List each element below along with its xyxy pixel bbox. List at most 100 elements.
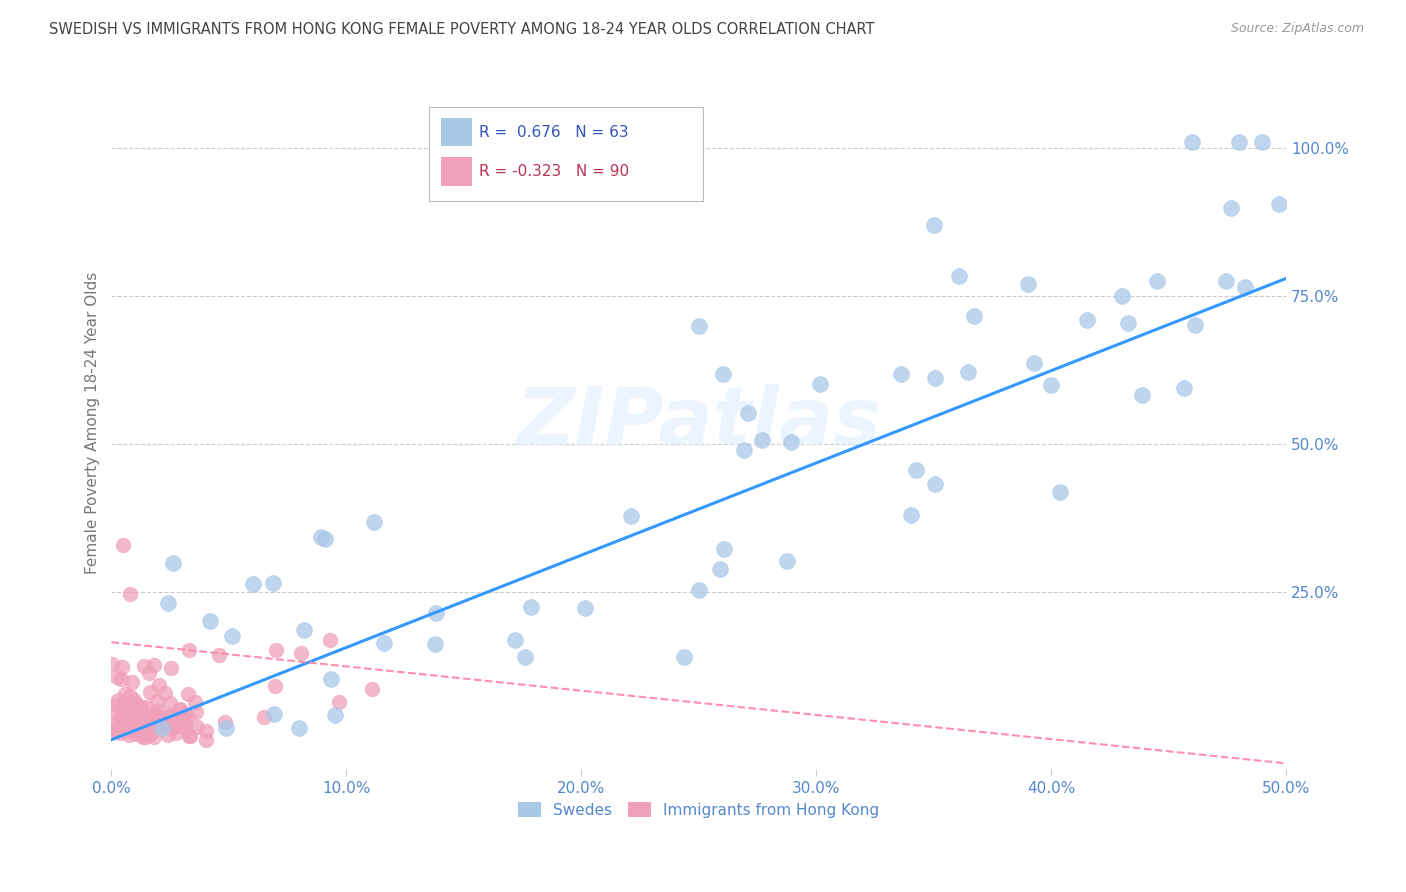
Point: [122, 693, 145, 707]
Point: [373, 636, 395, 650]
Point: [905, 463, 928, 477]
Text: R = -0.323   N = 90: R = -0.323 N = 90: [479, 164, 630, 178]
Point: [1181, 136, 1204, 150]
Point: [165, 718, 187, 732]
Point: [1146, 275, 1168, 289]
Point: [709, 562, 731, 576]
Y-axis label: Female Poverty Among 18-24 Year Olds: Female Poverty Among 18-24 Year Olds: [86, 272, 100, 574]
Point: [111, 701, 134, 715]
Point: [288, 721, 311, 735]
Point: [100, 657, 122, 672]
Point: [751, 434, 773, 448]
Point: [264, 643, 287, 657]
Point: [780, 434, 803, 449]
Text: R =  0.676   N = 63: R = 0.676 N = 63: [479, 125, 628, 139]
Point: [963, 309, 986, 323]
Text: ZIPatlas: ZIPatlas: [516, 384, 882, 462]
Point: [107, 723, 129, 737]
Point: [132, 730, 155, 744]
Point: [1251, 136, 1274, 150]
Point: [125, 708, 148, 723]
Point: [503, 632, 526, 647]
Point: [127, 711, 149, 725]
Point: [139, 685, 162, 699]
Point: [177, 687, 200, 701]
Point: [105, 698, 128, 712]
Point: [363, 516, 385, 530]
Point: [1173, 381, 1195, 395]
Point: [120, 689, 142, 703]
Point: [776, 554, 799, 568]
Point: [143, 657, 166, 672]
Point: [105, 670, 128, 684]
Point: [513, 649, 536, 664]
Point: [117, 723, 139, 737]
Point: [890, 368, 912, 382]
Point: [924, 477, 946, 491]
Point: [142, 706, 165, 721]
Point: [108, 717, 131, 731]
Point: [711, 367, 734, 381]
Point: [112, 702, 135, 716]
Point: [179, 729, 201, 743]
Point: [290, 647, 312, 661]
Point: [134, 658, 156, 673]
Point: [111, 660, 134, 674]
Point: [157, 710, 180, 724]
Point: [121, 675, 143, 690]
Point: [159, 707, 181, 722]
Point: [141, 725, 163, 739]
Point: [262, 575, 284, 590]
Point: [157, 727, 180, 741]
Point: [112, 538, 135, 552]
Point: [114, 687, 136, 701]
Legend: Swedes, Immigrants from Hong Kong: Swedes, Immigrants from Hong Kong: [512, 796, 886, 824]
Point: [1040, 378, 1063, 392]
Point: [121, 723, 143, 738]
Point: [117, 700, 139, 714]
Point: [423, 637, 446, 651]
Point: [157, 596, 180, 610]
Point: [159, 696, 181, 710]
Point: [1184, 318, 1206, 332]
Point: [1234, 280, 1257, 294]
Point: [141, 721, 163, 735]
Point: [135, 712, 157, 726]
Point: [1017, 277, 1039, 292]
Point: [956, 365, 979, 379]
Point: [900, 508, 922, 523]
Point: [112, 716, 135, 731]
Point: [242, 577, 264, 591]
Point: [105, 714, 128, 729]
Point: [156, 718, 179, 732]
Point: [138, 665, 160, 680]
Point: [173, 707, 195, 722]
Point: [176, 710, 198, 724]
Point: [520, 600, 543, 615]
Point: [221, 629, 243, 643]
Point: [124, 718, 146, 732]
Point: [142, 710, 165, 724]
Point: [132, 713, 155, 727]
Point: [103, 723, 125, 737]
Point: [425, 606, 447, 620]
Point: [114, 698, 136, 712]
Point: [309, 531, 332, 545]
Point: [574, 600, 596, 615]
Point: [160, 661, 183, 675]
Point: [214, 714, 236, 729]
Point: [1227, 136, 1250, 150]
Point: [1049, 485, 1071, 500]
Point: [112, 711, 135, 725]
Point: [125, 727, 148, 741]
Point: [150, 721, 173, 735]
Point: [110, 672, 132, 686]
Point: [165, 726, 187, 740]
Point: [162, 557, 184, 571]
Point: [198, 614, 221, 628]
Point: [170, 711, 193, 725]
Point: [328, 695, 350, 709]
Point: [148, 708, 170, 723]
Point: [121, 708, 143, 723]
Point: [162, 718, 184, 732]
